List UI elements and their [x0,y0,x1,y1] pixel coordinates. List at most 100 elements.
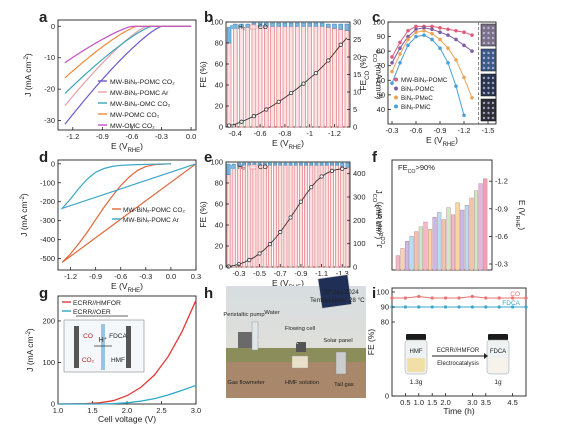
pore-dot [487,31,490,35]
data-point [510,296,515,300]
x-tick-label: 4.5 [507,398,517,407]
y-tick-label: 20 [353,53,361,62]
pore-dot [487,26,490,30]
co-bar [324,164,329,268]
literature-bar [441,219,446,271]
h2-bar [288,162,293,166]
h2-bar [237,162,241,167]
co-bar [345,166,350,268]
literature-bar [455,202,460,271]
jco-point [298,199,304,204]
panel-annotation: FECO>90% [398,163,435,175]
co-bar [236,165,241,268]
legend-swatch [394,95,398,100]
data-point [484,305,488,309]
panel-c-frame [387,21,497,125]
h2-bar [313,22,319,27]
data-point [470,305,474,309]
mass-label: 1.3g [410,379,423,386]
data-point [446,27,450,32]
x-tick-label: -0.6 [125,132,138,141]
co-bar [340,165,345,268]
y-tick-label: 90 [381,303,389,312]
data-point [390,81,394,85]
h2-bar [226,163,231,175]
y-tick-label: 100 [376,288,389,297]
x-tick-label: 0.5 [400,398,410,407]
legend-label: BiNₓ-POMC [401,86,435,93]
co-bar [313,25,319,128]
data-point [430,296,434,300]
data-point [417,305,421,309]
y-tick-label: 0 [353,123,357,132]
x-tick-label: -1.5 [482,126,495,135]
pore-dot [482,101,486,105]
co-bar [276,25,282,128]
grass-band [226,348,366,362]
y2-axis-title-part: CO [371,54,377,63]
x-axis-title-part: ) [140,281,143,291]
data-point [454,28,458,33]
panel-letter: e [204,149,212,166]
y-tick-label: -0.6 [495,232,508,241]
y2-axis-title: JCO (mA cm-2) [371,190,383,240]
data-point [430,24,434,29]
h2-bar [282,22,288,27]
y-tick-label: 25 [353,35,361,44]
y-axis-title-part: -2 [26,331,32,336]
jco-point [239,119,244,124]
x-tick-label: -1.1 [315,269,328,278]
setup-label: Tail gas [334,382,354,388]
y-tick-label: 100 [353,239,366,248]
y-axis-title-part: -2 [20,196,26,201]
product-label: CO [83,333,93,340]
co-bar [242,164,247,268]
co-bar [247,164,252,268]
y-tick-label: 80 [215,39,223,48]
y-axis-title-part: J (mA cm [19,201,29,236]
jco-point [301,81,306,86]
y-tick-label: 400 [353,169,366,178]
co-bar [298,164,303,268]
data-point [403,305,407,309]
pore-dot [482,91,486,95]
panel-i-frame [391,287,527,397]
hmf-flask [291,355,309,369]
pore-dot [487,56,490,60]
anode [126,326,131,368]
pore-dot [491,56,495,60]
jco-point [276,99,281,104]
y-tick-label: -0.9 [495,204,508,213]
co-bar [319,25,325,128]
panel-letter: f [372,149,378,166]
panel-d-frame [57,159,197,271]
x-axis-title: Time (h) [443,406,474,416]
y-axis-title: J (mA cm-2) [23,53,33,97]
h2-bar [301,22,306,27]
h2-bar [288,22,294,27]
x-axis-title: E (VRHE) [272,138,304,151]
data-point [524,305,528,309]
series-line [58,384,197,405]
h2-bar [262,162,267,166]
literature-bar [395,255,400,271]
reactant-label: CO₂ [82,357,95,364]
pore-dot [487,106,490,110]
panel-letter: d [39,149,48,166]
panel-letter: h [204,285,213,302]
y-tick-label: 200 [353,216,366,225]
co-bar [278,164,283,268]
jco-point [278,229,283,235]
y-axis-title: J (mA cm-2) [19,193,29,237]
legend-swatch [230,165,236,169]
pore-dot [482,56,486,60]
panel-letter: a [39,9,48,26]
jco-point [267,242,273,247]
h2-bar [247,162,252,166]
jco-line [228,167,348,267]
y-axis-title-part: -2 [375,204,381,209]
y-tick-label: 100 [210,158,223,167]
pore-dot [491,111,495,115]
y-tick-label: 20 [215,102,223,111]
literature-bar [474,190,479,271]
